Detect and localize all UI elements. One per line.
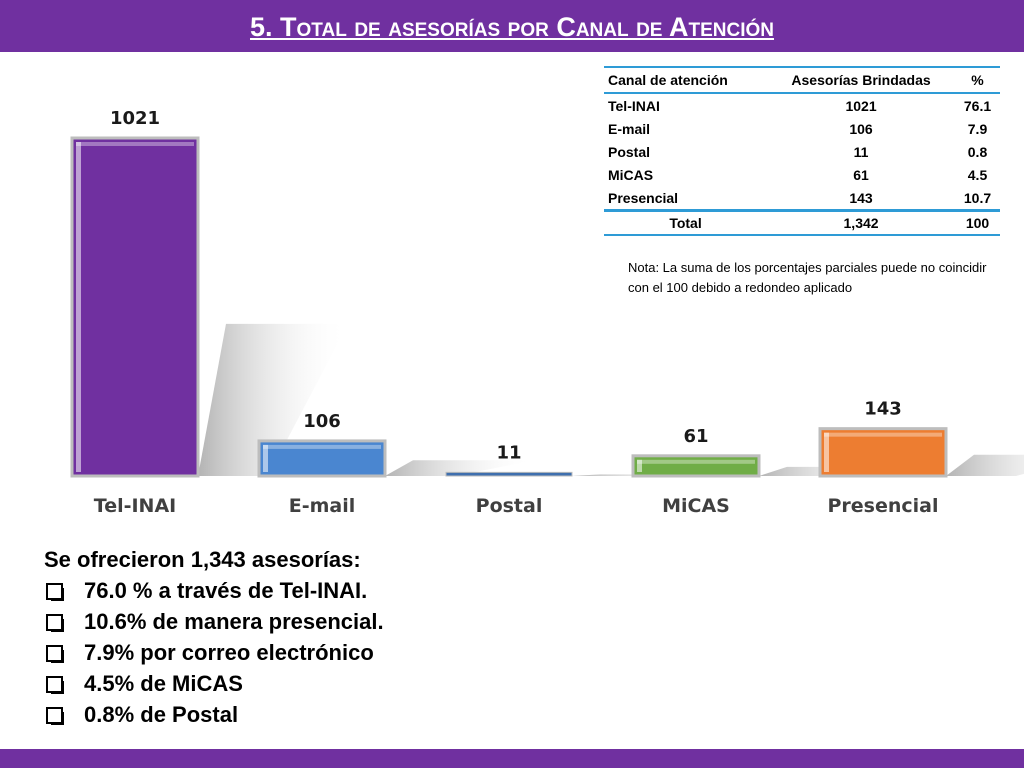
category-label: Tel-INAI xyxy=(94,495,176,517)
list-item: 7.9% por correo electrónico xyxy=(44,637,644,668)
bar-highlight xyxy=(637,459,642,472)
table-total-row: Total 1,342 100 xyxy=(604,209,1000,236)
summary: Se ofrecieron 1,343 asesorías: 76.0 % a … xyxy=(44,544,644,730)
table-cell: 4.5 xyxy=(967,166,988,183)
table-cell: 1021 xyxy=(845,97,877,114)
checkbox-bullet-icon xyxy=(46,707,64,725)
table-header-cell: Asesorías Brindadas xyxy=(767,66,956,94)
bar-highlight xyxy=(824,432,942,437)
list-item-text: 0.8% de Postal xyxy=(84,702,239,727)
bar-chart: 1021Tel-INAI106E-mail11Postal61MiCAS143P… xyxy=(70,108,1024,517)
bar-highlight xyxy=(76,142,81,472)
bar-highlight xyxy=(824,432,829,472)
checkbox-bullet-icon xyxy=(46,614,64,632)
bar-highlight xyxy=(263,444,381,449)
checkbox-bullet-icon xyxy=(46,676,64,694)
table-header-row: Canal de atención Asesorías Brindadas % xyxy=(604,66,1000,94)
bar-micas xyxy=(631,454,761,478)
bar-e-mail xyxy=(257,439,387,478)
data-label: 61 xyxy=(683,426,708,447)
table-cell: 143 xyxy=(849,189,873,206)
table-cell: 100 xyxy=(955,209,1000,236)
bar-postal xyxy=(445,471,573,477)
table-row: Presencial 143 10.7 xyxy=(604,186,1000,211)
table-cell: 0.8 xyxy=(967,143,988,160)
table-cell: 11 xyxy=(853,143,869,160)
checkbox-bullet-icon xyxy=(46,583,64,601)
bar-tel-inai xyxy=(70,136,200,478)
category-label: Postal xyxy=(476,495,543,517)
table-row: E-mail 106 7.9 xyxy=(604,117,1000,140)
data-label: 11 xyxy=(496,442,521,463)
category-label: E-mail xyxy=(289,495,356,517)
table-header-cell: Canal de atención xyxy=(604,66,768,94)
list-item-text: 4.5% de MiCAS xyxy=(84,671,243,696)
category-label: Presencial xyxy=(827,495,938,517)
list-item: 0.8% de Postal xyxy=(44,699,644,730)
data-label: 143 xyxy=(864,399,902,420)
list-item: 76.0 % a través de Tel-INAI. xyxy=(44,575,644,606)
bar-shadow xyxy=(385,460,535,476)
list-item: 4.5% de MiCAS xyxy=(44,668,644,699)
bar-shadow xyxy=(198,323,348,476)
table-note: Nota: La suma de los porcentajes parcial… xyxy=(628,260,987,295)
category-label: MiCAS xyxy=(662,495,730,517)
list-item-text: 76.0 % a través de Tel-INAI. xyxy=(84,578,368,603)
bar-highlight xyxy=(637,459,755,464)
table-cell: E-mail xyxy=(608,120,651,137)
table-header-cell: % xyxy=(955,66,1000,94)
footer-bar xyxy=(0,749,1024,768)
list-item-text: 7.9% por correo electrónico xyxy=(84,640,374,665)
table-cell: 61 xyxy=(853,166,869,183)
page-title: 5. Total de asesorías por Canal de Atenc… xyxy=(250,12,774,42)
table-cell: 10.7 xyxy=(963,189,992,206)
bar-highlight xyxy=(76,142,194,146)
data-label: 1021 xyxy=(110,108,160,129)
table-cell: Tel-INAI xyxy=(608,97,660,114)
data-label: 106 xyxy=(303,411,341,432)
table-cell: 106 xyxy=(849,120,873,137)
bar-presencial xyxy=(818,427,948,478)
table-cell: 7.9 xyxy=(967,120,988,137)
table-cell: 76.1 xyxy=(963,97,992,114)
title-bar xyxy=(0,0,1024,52)
list-item: 10.6% de manera presencial. xyxy=(44,606,644,637)
table-cell: Presencial xyxy=(608,189,679,206)
list-item-text: 10.6% de manera presencial. xyxy=(84,609,384,634)
table-cell: Total xyxy=(604,209,768,236)
table-cell: 1,342 xyxy=(767,209,956,236)
table-row: Postal 11 0.8 xyxy=(604,140,1000,163)
table-row: MiCAS 61 4.5 xyxy=(604,163,1000,186)
bar-highlight xyxy=(263,444,268,472)
bar-shadow xyxy=(946,454,1024,476)
table-row: Tel-INAI 1021 76.1 xyxy=(604,93,1000,117)
summary-heading: Se ofrecieron 1,343 asesorías: xyxy=(44,547,361,572)
table-cell: Postal xyxy=(608,143,651,160)
data-table: Canal de atención Asesorías Brindadas % … xyxy=(604,66,1000,236)
checkbox-bullet-icon xyxy=(46,645,64,663)
table-cell: MiCAS xyxy=(608,166,654,183)
summary-list: 76.0 % a través de Tel-INAI. 10.6% de ma… xyxy=(44,575,644,730)
